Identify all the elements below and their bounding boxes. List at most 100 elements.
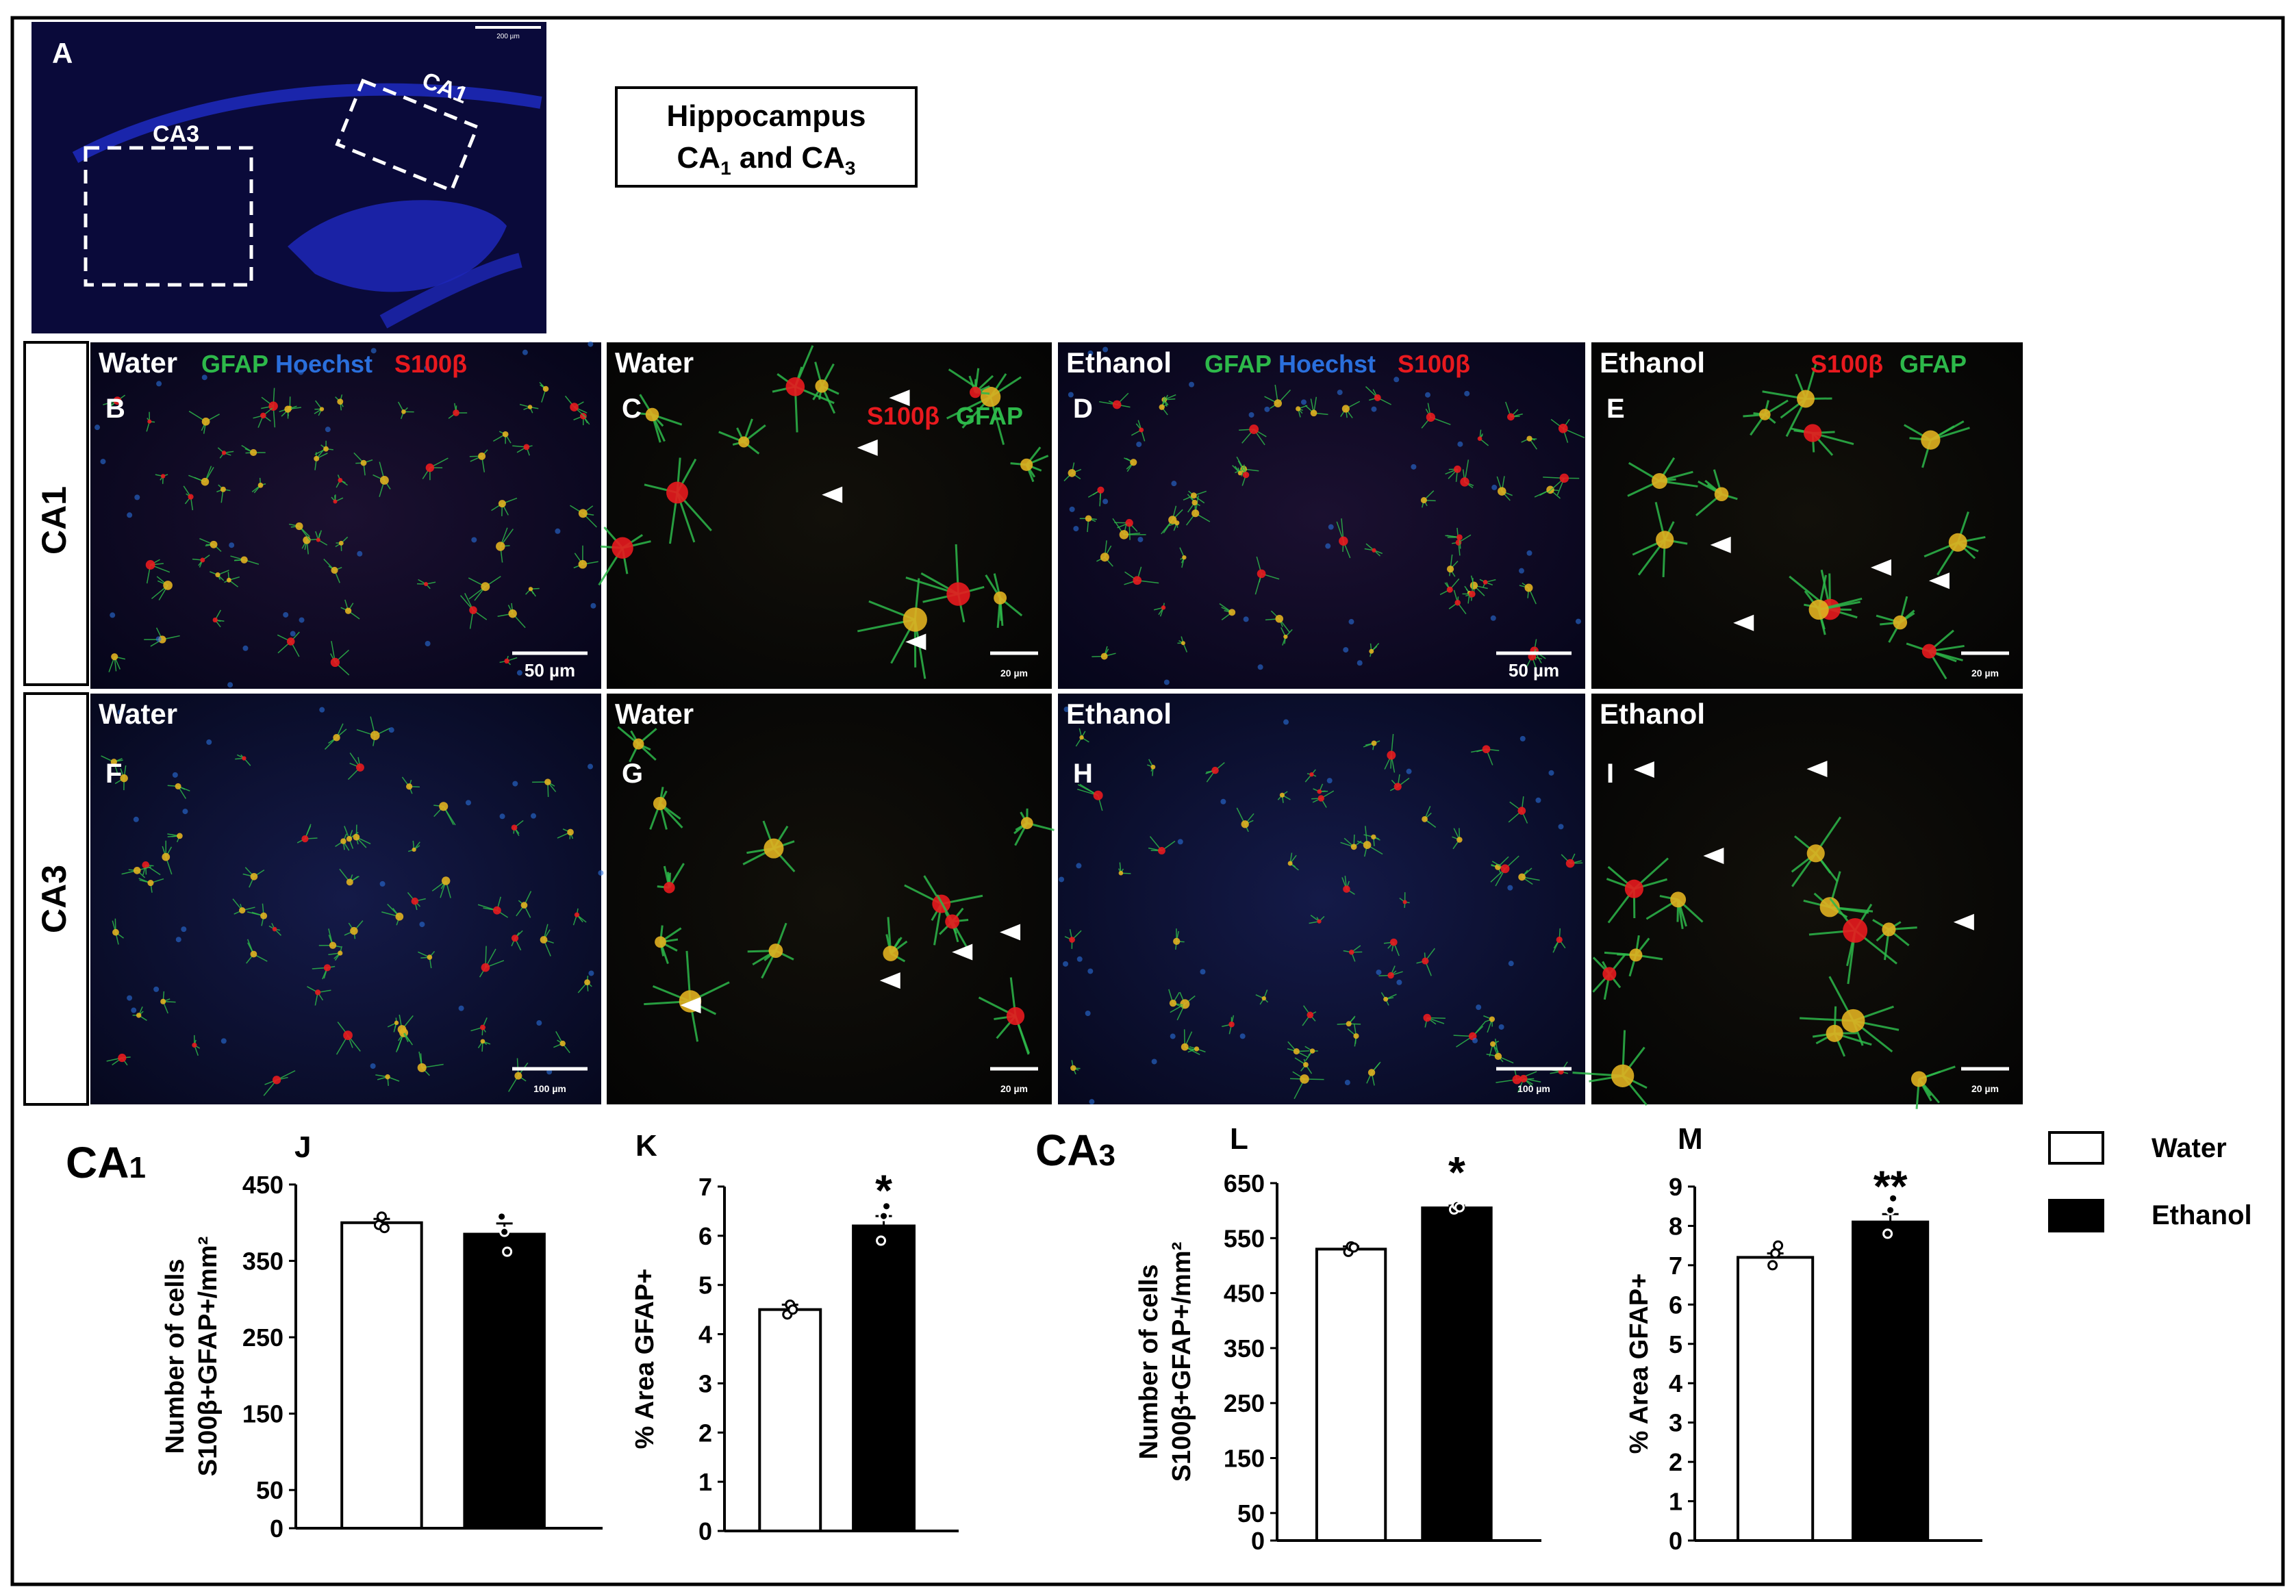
astrocyte-soma <box>220 486 226 492</box>
astrocyte-soma <box>1341 405 1350 413</box>
y-tick-label: 0 <box>1251 1527 1265 1555</box>
nucleus <box>1498 1024 1504 1030</box>
astrocyte-soma <box>343 1030 353 1040</box>
significance-marker: * <box>1448 1148 1465 1197</box>
astrocyte-soma <box>331 566 338 574</box>
y-tick-label: 1 <box>1669 1488 1682 1516</box>
micrograph-d-image <box>1058 342 1585 689</box>
astrocyte-soma <box>338 540 344 546</box>
astrocyte-cells <box>1627 361 1986 680</box>
nucleus <box>325 427 331 433</box>
astrocyte-soma <box>385 1074 390 1080</box>
nucleus <box>1508 961 1514 967</box>
astrocyte-soma <box>498 500 506 508</box>
section-title-ca1: CA1 <box>66 1138 146 1187</box>
astrocyte-soma <box>1371 834 1376 840</box>
astrocyte-soma <box>511 935 519 942</box>
astrocyte-soma <box>903 607 927 632</box>
astrocyte-soma <box>478 452 486 460</box>
astrocyte-soma <box>1097 486 1105 494</box>
micrograph-group-label: Water <box>99 698 177 730</box>
astrocyte-soma <box>994 591 1007 605</box>
stain-label-s100b: S100β <box>394 350 467 378</box>
data-point <box>499 1226 510 1237</box>
arrowhead-marker <box>879 972 900 989</box>
astrocyte-soma <box>1882 922 1896 937</box>
astrocyte-soma <box>1257 569 1266 579</box>
stain-label-gfap: GFAP <box>956 402 1023 430</box>
caption-line-2: CA1 and CA3 <box>677 141 856 179</box>
astrocyte-soma <box>1317 919 1322 924</box>
astrocyte-soma <box>1100 553 1109 562</box>
astrocyte-soma <box>1309 1048 1315 1054</box>
astrocyte-soma <box>1454 599 1461 606</box>
nucleus <box>357 550 363 557</box>
bar-water <box>1737 1256 1815 1543</box>
stain-label-gfap: GFAP <box>1204 350 1272 378</box>
nucleus <box>242 645 249 651</box>
astrocyte-cells <box>1572 816 1956 1109</box>
bar-ethanol <box>1421 1206 1493 1542</box>
chart-panel-letter: J <box>294 1130 311 1164</box>
scale-bar-label: 100 µm <box>533 1083 566 1094</box>
astrocyte-soma <box>1558 423 1568 433</box>
astrocyte-soma <box>1191 509 1200 518</box>
astrocyte-soma <box>480 1039 485 1044</box>
astrocyte-soma <box>295 522 303 531</box>
astrocyte-soma <box>250 950 257 958</box>
nucleus <box>1089 1099 1095 1105</box>
astrocyte-soma <box>423 582 429 587</box>
astrocyte-soma <box>1181 1043 1189 1051</box>
astrocyte-soma <box>1507 413 1515 421</box>
micrograph-letter: C <box>622 394 642 424</box>
astrocyte-soma <box>1310 409 1317 417</box>
chart-l: L 050 150 250 350 450 550 650 Number of cells S10… <box>1135 1122 1541 1555</box>
nucleus <box>1170 1033 1176 1039</box>
astrocyte-soma <box>240 556 248 563</box>
nucleus <box>588 763 594 770</box>
row-label-ca1: CA1 <box>23 341 89 686</box>
astrocyte-soma <box>200 557 205 563</box>
astrocyte-soma <box>1369 648 1374 654</box>
nucleus <box>1344 1080 1350 1086</box>
astrocyte-soma <box>1456 837 1463 843</box>
scale-bar-label: 50 µm <box>525 660 575 681</box>
astrocyte-soma <box>584 979 590 986</box>
astrocyte-soma <box>1274 399 1283 407</box>
astrocyte-soma <box>544 778 551 785</box>
arrowhead-marker <box>1806 761 1828 778</box>
nucleus <box>1068 392 1074 398</box>
astrocyte-soma <box>346 836 353 842</box>
dentate-gyrus-shape <box>288 200 507 292</box>
nucleus <box>1220 798 1226 805</box>
y-tick-label: 250 <box>242 1323 283 1352</box>
y-axis-label: S100β+GFAP+/mm² <box>194 1237 223 1477</box>
astrocyte-soma <box>401 409 406 414</box>
nucleus <box>590 603 596 609</box>
astrocyte-soma <box>1446 566 1454 573</box>
astrocyte-soma <box>1387 972 1394 979</box>
y-axis-label: % Area GFAP+ <box>631 1269 659 1449</box>
y-tick-label: 350 <box>242 1247 283 1276</box>
astrocyte-soma <box>511 824 518 831</box>
astrocyte-soma <box>136 1013 142 1018</box>
stain-label-s100b: S100β <box>1398 350 1470 378</box>
astrocyte-soma <box>1374 394 1381 401</box>
astrocyte-soma <box>1181 641 1185 646</box>
arrowhead-marker <box>1000 924 1021 941</box>
nucleus <box>1248 411 1254 418</box>
legend: Water Ethanol <box>2048 1131 2252 1232</box>
astrocyte-soma <box>333 499 338 504</box>
chart-k: K 0 1 2 3 4 5 6 7 % Area GFAP+ * <box>631 1129 959 1545</box>
legend-label-water: Water <box>2152 1133 2227 1163</box>
astrocyte-soma <box>969 386 981 398</box>
legend-label-ethanol: Ethanol <box>2152 1200 2252 1230</box>
arrowhead-marker <box>1703 848 1724 865</box>
nucleus <box>117 709 123 715</box>
y-tick-label: 250 <box>1224 1389 1265 1417</box>
astrocyte-soma <box>1611 1064 1635 1087</box>
astrocyte-soma <box>1910 1071 1927 1087</box>
astrocyte-soma <box>1283 634 1288 639</box>
